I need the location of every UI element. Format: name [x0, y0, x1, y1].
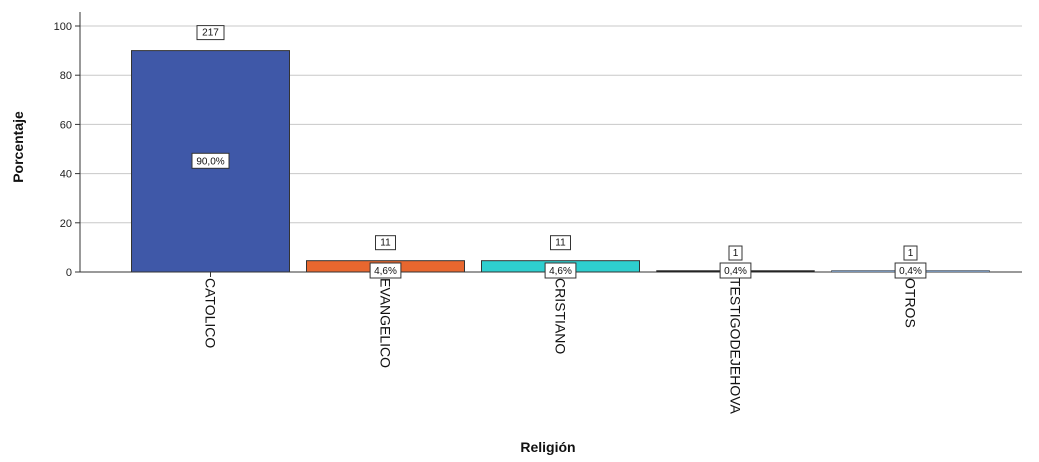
percent-label: 90,0% [191, 152, 230, 169]
percent-label: 4,6% [544, 262, 577, 279]
percent-label: 0,4% [894, 262, 927, 279]
x-axis-title: Religión [520, 439, 575, 455]
count-label: 11 [375, 235, 396, 251]
count-label-text: 11 [555, 238, 566, 249]
y-tick-label: 40 [60, 169, 72, 181]
percent-label-text: 90,0% [196, 156, 224, 167]
x-tick-label: OTROS [903, 278, 919, 328]
count-label-box [196, 25, 225, 41]
count-label: 217 [196, 25, 225, 41]
percent-label-text: 0,4% [724, 266, 747, 277]
x-tick-label: CATOLICO [203, 278, 219, 348]
percent-label-text: 4,6% [549, 266, 572, 277]
percent-label-box [191, 152, 230, 169]
x-tick-label: EVANGELICO [378, 278, 394, 368]
percent-label-box [719, 262, 752, 279]
x-tick-label: TESTIGODEJEHOVA [728, 278, 744, 415]
y-axis-title: Porcentaje [10, 111, 26, 183]
percent-label-box [894, 262, 927, 279]
count-label: 1 [903, 245, 918, 261]
x-tick-label: CRISTIANO [553, 278, 569, 354]
count-label-text: 1 [908, 248, 914, 259]
percent-label-text: 4,6% [374, 266, 397, 277]
y-tick-label: 0 [66, 267, 72, 279]
y-tick-label: 100 [54, 21, 72, 33]
y-tick-label: 60 [60, 119, 72, 131]
percent-label-box [544, 262, 577, 279]
percent-label-text: 0,4% [899, 266, 922, 277]
y-tick-label: 20 [60, 218, 72, 230]
count-label-text: 1 [733, 248, 739, 259]
count-label-box [550, 235, 571, 251]
count-label-box [903, 245, 918, 261]
count-label: 11 [550, 235, 571, 251]
data-labels: 217 90,0% 11 4,6% 11 4,6% 1 0,4% 1 0,4% [191, 25, 927, 279]
count-label: 1 [728, 245, 743, 261]
percent-label: 4,6% [369, 262, 402, 279]
count-label-box [728, 245, 743, 261]
y-tick-label: 80 [60, 70, 72, 82]
count-label-text: 11 [380, 238, 391, 249]
percent-label: 0,4% [719, 262, 752, 279]
percent-label-box [369, 262, 402, 279]
count-label-text: 217 [202, 28, 219, 39]
count-label-box [375, 235, 396, 251]
